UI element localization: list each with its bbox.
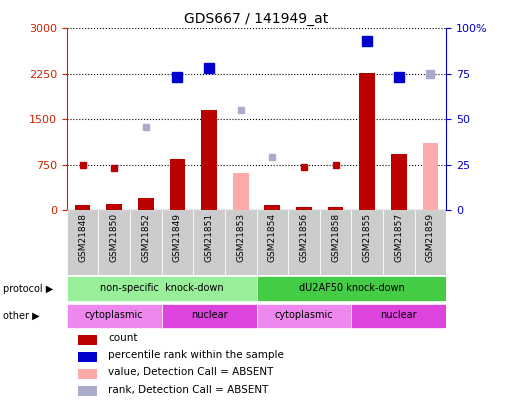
Bar <box>106 204 122 210</box>
Bar <box>328 207 344 210</box>
Bar <box>78 386 97 396</box>
Text: count: count <box>108 333 138 343</box>
Bar <box>256 210 288 275</box>
Title: GDS667 / 141949_at: GDS667 / 141949_at <box>184 12 329 26</box>
Bar <box>256 304 351 328</box>
Bar <box>67 304 162 328</box>
Bar <box>288 210 320 275</box>
Bar <box>225 210 256 275</box>
Bar <box>423 143 439 210</box>
Bar <box>359 72 375 210</box>
Bar <box>78 335 97 345</box>
Bar <box>351 210 383 275</box>
Bar <box>74 205 90 210</box>
Text: GSM21859: GSM21859 <box>426 213 435 262</box>
Bar <box>138 198 154 210</box>
Text: non-specific  knock-down: non-specific knock-down <box>100 283 223 293</box>
Text: GSM21850: GSM21850 <box>110 213 119 262</box>
Text: nuclear: nuclear <box>191 310 227 320</box>
Text: cytoplasmic: cytoplasmic <box>85 310 144 320</box>
Text: other ▶: other ▶ <box>3 311 39 321</box>
Text: GSM21853: GSM21853 <box>236 213 245 262</box>
Bar <box>67 276 256 301</box>
Bar <box>98 210 130 275</box>
Text: GSM21856: GSM21856 <box>300 213 308 262</box>
Bar <box>233 173 249 210</box>
Bar <box>67 210 98 275</box>
Bar <box>391 154 407 210</box>
Bar <box>383 210 415 275</box>
Text: dU2AF50 knock-down: dU2AF50 knock-down <box>299 283 404 293</box>
Bar <box>351 304 446 328</box>
Bar <box>78 369 97 379</box>
Text: nuclear: nuclear <box>381 310 417 320</box>
Text: GSM21857: GSM21857 <box>394 213 403 262</box>
Text: cytoplasmic: cytoplasmic <box>274 310 333 320</box>
Bar <box>256 276 446 301</box>
Text: protocol ▶: protocol ▶ <box>3 284 53 294</box>
Text: GSM21854: GSM21854 <box>268 213 277 262</box>
Bar <box>193 210 225 275</box>
Text: GSM21858: GSM21858 <box>331 213 340 262</box>
Bar <box>201 110 217 210</box>
Bar <box>320 210 351 275</box>
Text: GSM21848: GSM21848 <box>78 213 87 262</box>
Bar <box>415 210 446 275</box>
Bar <box>169 159 185 210</box>
Bar <box>162 304 256 328</box>
Bar <box>130 210 162 275</box>
Text: value, Detection Call = ABSENT: value, Detection Call = ABSENT <box>108 367 274 377</box>
Text: rank, Detection Call = ABSENT: rank, Detection Call = ABSENT <box>108 384 269 394</box>
Text: GSM21855: GSM21855 <box>363 213 372 262</box>
Text: percentile rank within the sample: percentile rank within the sample <box>108 350 284 360</box>
Bar <box>78 352 97 362</box>
Bar <box>162 210 193 275</box>
Text: GSM21852: GSM21852 <box>141 213 150 262</box>
Bar <box>296 207 312 210</box>
Bar <box>264 205 280 210</box>
Text: GSM21849: GSM21849 <box>173 213 182 262</box>
Text: GSM21851: GSM21851 <box>205 213 213 262</box>
